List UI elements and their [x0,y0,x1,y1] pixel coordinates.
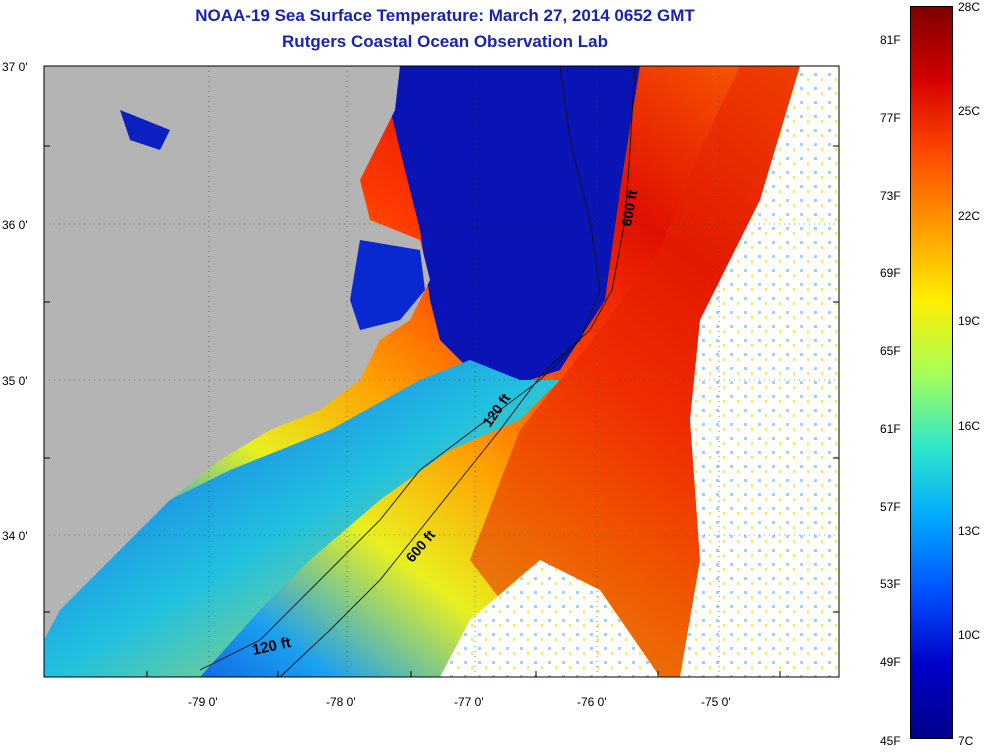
pamlico-sound [350,240,425,330]
colorbar-c-label: 22C [958,209,981,223]
colorbar-f-label: 45F [880,734,901,748]
lon-label: -78 0' [326,695,356,709]
lat-label: 35 0' [2,374,28,388]
colorbar-f-label: 81F [880,33,901,47]
colorbar-f-label: 49F [880,655,901,669]
temperature-colorbar [910,6,953,739]
graticule [44,66,839,677]
colorbar-c-label: 13C [958,524,981,538]
colorbar-f-label: 69F [880,266,901,280]
colorbar-f-label: 57F [880,500,901,514]
colorbar-c-label: 10C [958,628,981,642]
contour-600ft [279,65,636,678]
colorbar-f-label: 53F [880,577,901,591]
frame-ticks [44,145,839,677]
lon-label: -79 0' [188,695,218,709]
colorbar-f-label: 61F [880,422,901,436]
cloud-nodata-south [440,560,660,677]
lon-label: -75 0' [701,695,731,709]
colorbar-f-label: 77F [880,111,901,125]
lat-label: 37 0' [2,60,28,74]
contour-120ft [199,65,601,671]
lat-label: 34 0' [2,529,28,543]
colorbar-c-label: 16C [958,419,981,433]
inland-lake [120,110,170,150]
colorbar-c-label: 7C [958,734,974,748]
map-frame [43,65,840,678]
cold-shelf-water [380,66,640,390]
colorbar-f-label: 73F [880,189,901,203]
lat-label: 36 0' [2,218,28,232]
map-subtitle: Rutgers Coastal Ocean Observation Lab [282,32,608,51]
colorbar-c-label: 25C [958,104,981,118]
nearshore-shelf [44,360,560,677]
map-title: NOAA-19 Sea Surface Temperature: March 2… [195,6,695,25]
lon-label: -76 0' [577,695,607,709]
lon-label: -77 0' [454,695,484,709]
colorbar-c-label: 19C [958,314,981,328]
colorbar-c-label: 28C [958,0,981,14]
land-mass [44,66,430,640]
cloud-nodata-east [680,66,839,677]
colorbar-f-label: 65F [880,344,901,358]
